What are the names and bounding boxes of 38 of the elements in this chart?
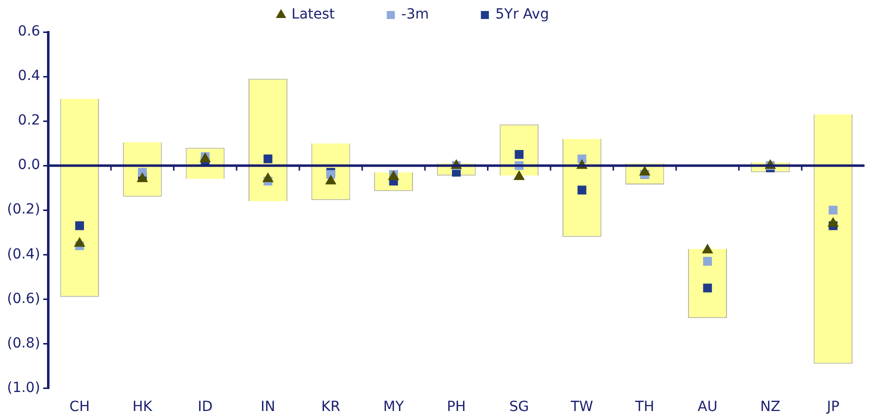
point — [828, 217, 838, 227]
point — [514, 170, 524, 180]
point — [74, 237, 85, 247]
x-tick-label: NZ — [760, 399, 780, 416]
y-tick-label: 0.6 — [18, 24, 40, 40]
x-tick-label: SG — [509, 399, 530, 416]
point — [514, 150, 524, 159]
x-tick-label: JP — [826, 399, 840, 416]
legend-label: -3m — [401, 6, 474, 23]
x-tick-label: PH — [446, 399, 466, 416]
x-tick-label: KR — [321, 399, 340, 416]
point — [702, 244, 713, 254]
y-tick-label: (0.4) — [6, 246, 40, 262]
y-tick-label: (0.6) — [6, 290, 40, 307]
point — [703, 284, 712, 292]
x-tick-label: IN — [260, 399, 276, 416]
y-tick-label: (0.2) — [6, 202, 40, 218]
point — [703, 256, 712, 266]
x-tick-label: TH — [634, 399, 654, 416]
y-tick-label: (0.8) — [6, 335, 40, 352]
point — [828, 206, 838, 214]
y-tick-label: 0.0 — [18, 157, 40, 174]
point — [325, 175, 336, 184]
y-tick-label: (1.0) — [6, 380, 40, 396]
x-tick-label: HK — [132, 399, 154, 416]
point — [578, 186, 586, 194]
x-tick-label: TW — [570, 399, 594, 416]
point — [264, 154, 272, 164]
point — [262, 172, 274, 182]
x-tick-label: AU — [698, 399, 718, 416]
y-tick-label: 0.2 — [18, 112, 40, 129]
point — [75, 221, 84, 230]
legend-label: 5Yr Avg — [495, 6, 594, 23]
x-tick-label: CH — [69, 399, 90, 416]
legend-label: Latest — [292, 6, 380, 23]
y-tick-label: 0.4 — [18, 68, 40, 84]
x-tick-label: MY — [383, 399, 404, 416]
x-tick-label: ID — [198, 399, 213, 416]
